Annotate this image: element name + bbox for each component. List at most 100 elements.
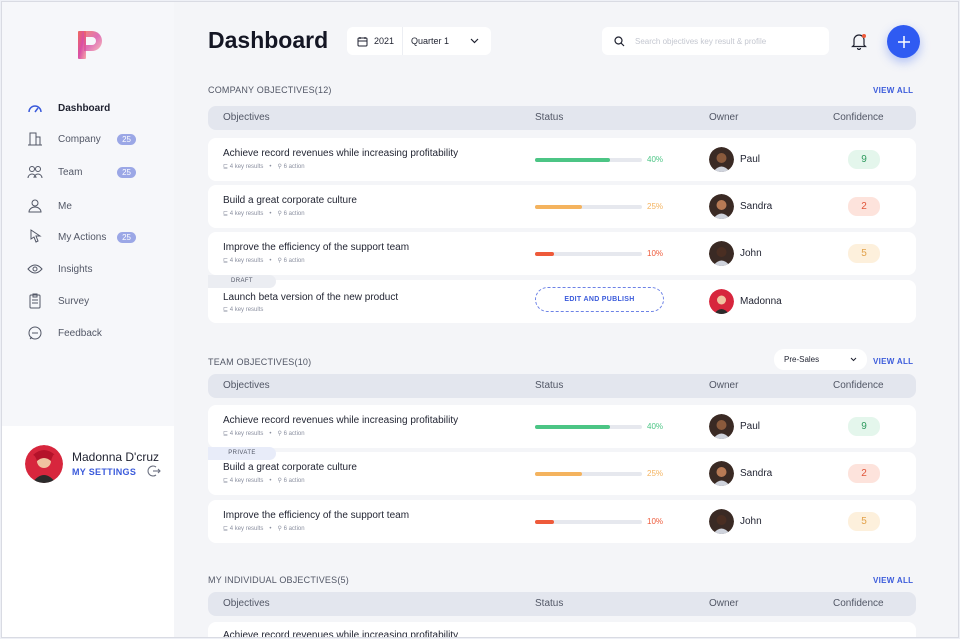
col-owner: Owner xyxy=(709,380,739,391)
sidebar-item-dashboard[interactable]: Dashboard xyxy=(26,98,166,118)
objective-title: Build a great corporate culture xyxy=(223,195,357,206)
confidence-badge[interactable]: 5 xyxy=(848,512,880,531)
sidebar-item-label: Me xyxy=(58,200,72,212)
action-count: 6 action xyxy=(283,477,305,484)
clipboard-icon xyxy=(26,292,44,310)
progress-bar xyxy=(535,472,642,476)
confidence-badge[interactable]: 9 xyxy=(848,417,880,436)
table-row[interactable]: Achieve record revenues while increasing… xyxy=(208,405,916,448)
count-badge: 25 xyxy=(117,166,136,178)
team-filter-dropdown[interactable]: Pre-Sales xyxy=(774,349,867,370)
action-icon: ⚲ xyxy=(277,478,284,484)
plus-icon xyxy=(897,35,910,48)
table-row[interactable]: PRIVATE Build a great corporate culture ⊑ … xyxy=(208,447,916,495)
avatar xyxy=(709,289,734,314)
sidebar-item-my-actions[interactable]: My Actions 25 xyxy=(26,227,166,247)
action-icon: ⚲ xyxy=(277,526,284,532)
sidebar-item-label: Company xyxy=(58,133,101,145)
action-count: 6 action xyxy=(283,210,305,217)
table-header: Objectives Status Owner Confidence xyxy=(208,106,916,130)
table-row[interactable]: Improve the efficiency of the support te… xyxy=(208,232,916,275)
objective-title: Achieve record revenues while increasing… xyxy=(223,630,459,638)
key-results-icon: ⊑ xyxy=(223,211,230,217)
avatar xyxy=(709,147,734,172)
table-row-draft[interactable]: DRAFT Launch beta version of the new pro… xyxy=(208,275,916,323)
sidebar-item-feedback[interactable]: Feedback xyxy=(26,323,166,343)
table-row[interactable]: Build a great corporate culture ⊑ 4 key r… xyxy=(208,185,916,228)
count-badge: 25 xyxy=(117,231,136,243)
avatar xyxy=(709,509,734,534)
sidebar-item-company[interactable]: Company 25 xyxy=(26,129,166,149)
col-objectives: Objectives xyxy=(223,112,270,123)
progress-bar xyxy=(535,158,642,162)
draft-tag: DRAFT xyxy=(208,275,276,288)
key-results-count: 4 key results xyxy=(229,477,264,484)
period-selector[interactable]: 2021 Quarter 1 xyxy=(347,27,491,55)
view-all-individual-link[interactable]: VIEW ALL xyxy=(873,576,914,585)
objective-meta: ⊑ 4 key results xyxy=(223,306,263,314)
owner-name: Paul xyxy=(740,154,761,165)
eye-icon xyxy=(26,260,44,278)
confidence-badge[interactable]: 9 xyxy=(848,150,880,169)
objective-title: Achieve record revenues while increasing… xyxy=(223,148,459,159)
sidebar-item-survey[interactable]: Survey xyxy=(26,291,166,311)
progress-percent: 25% xyxy=(647,469,664,478)
col-owner: Owner xyxy=(709,598,739,609)
confidence-badge[interactable]: 2 xyxy=(848,464,880,483)
count-badge: 25 xyxy=(117,133,136,145)
separator-dot: • xyxy=(269,163,272,170)
objective-meta: ⊑ 4 key results • ⚲ 6 action xyxy=(223,477,305,485)
page-title: Dashboard xyxy=(208,27,329,53)
chevron-down-icon xyxy=(850,357,857,362)
progress-percent: 40% xyxy=(647,422,664,431)
logout-icon[interactable] xyxy=(147,464,161,478)
confidence-badge[interactable]: 5 xyxy=(848,244,880,263)
view-all-team-link[interactable]: VIEW ALL xyxy=(873,357,914,366)
sidebar-nav xyxy=(2,2,174,426)
table-row[interactable]: Improve the efficiency of the support te… xyxy=(208,500,916,543)
bell-icon[interactable] xyxy=(850,32,868,50)
action-icon: ⚲ xyxy=(277,258,284,264)
app-logo xyxy=(78,31,102,59)
col-status: Status xyxy=(535,112,564,123)
sidebar-item-team[interactable]: Team 25 xyxy=(26,162,166,182)
separator-dot: • xyxy=(269,210,272,217)
sidebar-item-label: Feedback xyxy=(58,327,102,339)
search-input[interactable] xyxy=(635,36,815,46)
sidebar-item-label: Team xyxy=(58,166,83,178)
key-results-icon: ⊑ xyxy=(223,478,230,484)
action-icon: ⚲ xyxy=(277,164,284,170)
profile-name: Madonna D'cruz xyxy=(72,450,159,464)
table-header: Objectives Status Owner Confidence xyxy=(208,592,916,616)
progress-bar xyxy=(535,205,642,209)
edit-and-publish-button[interactable]: EDIT AND PUBLISH xyxy=(535,287,664,312)
user-avatar[interactable] xyxy=(25,445,63,483)
view-all-company-link[interactable]: VIEW ALL xyxy=(873,86,914,95)
chat-icon xyxy=(26,324,44,342)
action-icon: ⚲ xyxy=(277,211,284,217)
section-title: COMPANY OBJECTIVES(12) xyxy=(208,85,332,95)
action-count: 6 action xyxy=(283,430,305,437)
objective-meta: ⊑ 4 key results • ⚲ 6 action xyxy=(223,525,305,533)
search-bar xyxy=(602,27,829,55)
progress-bar xyxy=(535,520,642,524)
sidebar-item-insights[interactable]: Insights xyxy=(26,259,166,279)
table-row[interactable]: Achieve record revenues while increasing… xyxy=(208,138,916,181)
key-results-icon: ⊑ xyxy=(223,164,230,170)
add-button[interactable] xyxy=(887,25,920,58)
key-results-count: 4 key results xyxy=(229,210,264,217)
progress-percent: 10% xyxy=(647,517,664,526)
objective-title: Launch beta version of the new product xyxy=(223,292,399,303)
table-header: Objectives Status Owner Confidence xyxy=(208,374,916,398)
table-row[interactable]: Achieve record revenues while increasing… xyxy=(208,622,916,638)
sidebar-item-label: Survey xyxy=(58,295,90,307)
separator-dot: • xyxy=(269,525,272,532)
sidebar-item-me[interactable]: Me xyxy=(26,196,166,216)
avatar xyxy=(709,414,734,439)
progress-percent: 25% xyxy=(647,202,664,211)
progress-fill xyxy=(535,205,582,209)
my-settings-link[interactable]: MY SETTINGS xyxy=(72,467,137,477)
objective-title: Build a great corporate culture xyxy=(223,462,357,473)
owner-name: Sandra xyxy=(740,201,773,212)
confidence-badge[interactable]: 2 xyxy=(848,197,880,216)
